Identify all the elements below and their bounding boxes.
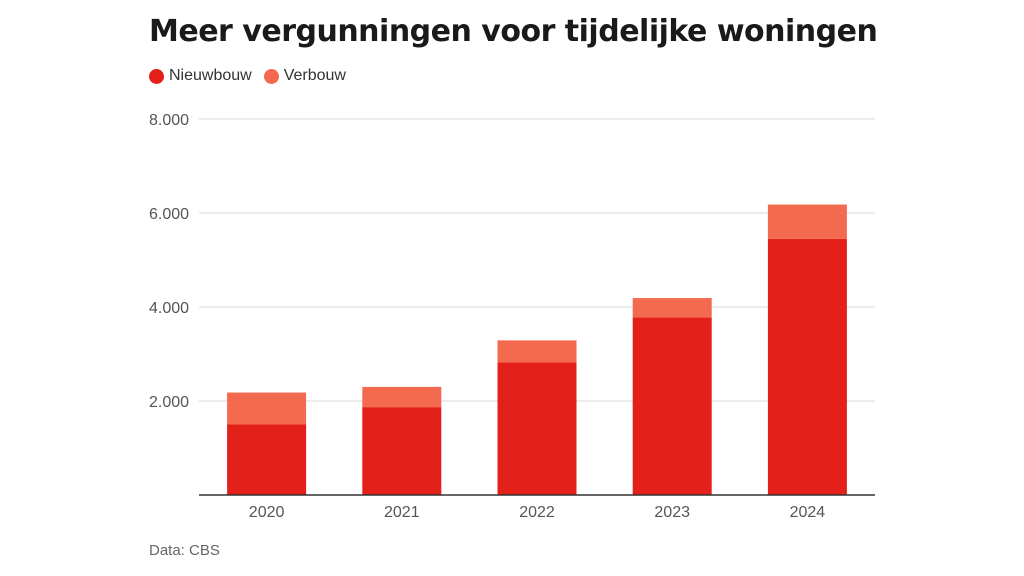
- legend-swatch-nieuwbouw: [149, 68, 164, 84]
- bar-verbouw-2021: [362, 386, 442, 408]
- source-note: Data: CBS: [149, 542, 220, 559]
- y-tick-label: 2.000: [149, 394, 189, 411]
- bar-nieuwbouw-2024: [767, 238, 847, 495]
- legend-item-verbouw: Verbouw: [263, 67, 346, 85]
- bar-verbouw-2022: [497, 340, 577, 363]
- bar-verbouw-2023: [632, 298, 712, 318]
- bar-nieuwbouw-2020: [227, 424, 307, 495]
- bar-nieuwbouw-2022: [497, 362, 577, 495]
- x-tick-label: 2020: [249, 504, 285, 521]
- legend-label-verbouw: Verbouw: [283, 67, 346, 84]
- bar-verbouw-2024: [767, 204, 847, 239]
- bar-nieuwbouw-2023: [632, 317, 712, 495]
- legend-swatch-verbouw: [263, 68, 279, 84]
- y-tick-label: 6.000: [149, 206, 189, 223]
- legend-item-nieuwbouw: Nieuwbouw: [149, 67, 252, 85]
- x-tick-label: 2021: [384, 504, 420, 521]
- legend-label-nieuwbouw: Nieuwbouw: [169, 67, 252, 84]
- x-tick-label: 2023: [654, 504, 690, 521]
- y-tick-label: 8.000: [149, 112, 189, 129]
- bar-verbouw-2020: [227, 392, 307, 425]
- x-tick-label: 2022: [519, 504, 555, 521]
- legend: Nieuwbouw Verbouw: [149, 67, 358, 85]
- x-tick-label: 2024: [790, 504, 826, 521]
- chart-title: Meer vergunningen voor tijdelijke woning…: [149, 14, 878, 49]
- bar-nieuwbouw-2021: [362, 407, 442, 495]
- y-tick-label: 4.000: [149, 300, 189, 317]
